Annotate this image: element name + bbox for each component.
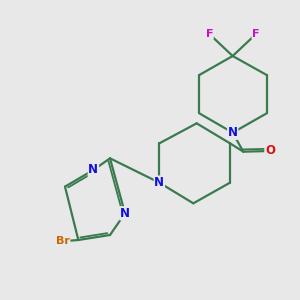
Text: F: F [252, 29, 260, 39]
Text: N: N [120, 207, 130, 220]
Text: N: N [228, 126, 238, 139]
Text: Br: Br [56, 236, 70, 247]
Text: F: F [206, 29, 213, 39]
Text: N: N [88, 164, 98, 176]
Text: N: N [154, 176, 164, 189]
Text: O: O [265, 145, 275, 158]
